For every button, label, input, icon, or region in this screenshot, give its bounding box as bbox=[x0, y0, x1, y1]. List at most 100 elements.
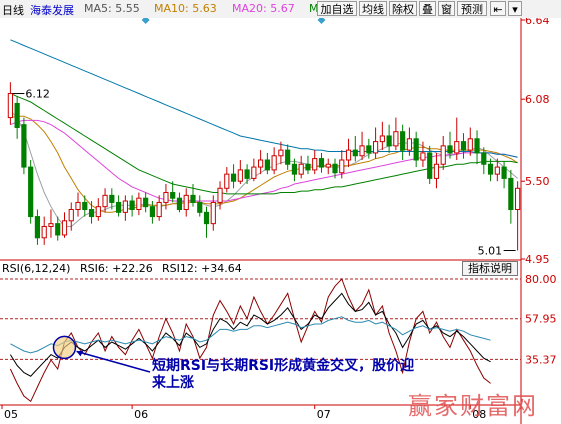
candle-body bbox=[61, 220, 68, 236]
ex-rights-button[interactable]: 除权 bbox=[389, 1, 417, 16]
indicator-help-button[interactable]: 指标说明 bbox=[462, 261, 518, 276]
candle-body bbox=[21, 124, 27, 168]
candle-body bbox=[400, 131, 406, 151]
candle-body bbox=[271, 155, 277, 171]
chevron-down-icon[interactable]: ▾ bbox=[508, 1, 522, 16]
x-tick-label: 08 bbox=[472, 408, 486, 421]
candle-body bbox=[264, 159, 270, 171]
candle-body bbox=[447, 145, 453, 154]
rsi-header: RSI(6,12,24) RSI6: +22.26 RSI12: +34.64 bbox=[0, 261, 460, 276]
candle-body bbox=[325, 163, 331, 168]
event-diamond-icon bbox=[317, 16, 326, 24]
candle-body bbox=[7, 93, 13, 119]
candle-body bbox=[136, 197, 142, 211]
candle-body bbox=[440, 145, 446, 165]
add-to-watchlist-button[interactable]: 加自选 bbox=[317, 1, 357, 16]
ma-line-ma_long1 bbox=[10, 93, 518, 195]
candle-body bbox=[183, 194, 189, 211]
candle-body bbox=[251, 166, 257, 179]
candle-body bbox=[197, 201, 203, 213]
price-high-label: 6.12 bbox=[25, 88, 49, 101]
candle-body bbox=[379, 135, 385, 143]
rsi-tick-label: 35.37 bbox=[525, 353, 557, 366]
candle-body bbox=[372, 141, 379, 154]
rsi-tick-label: 80.00 bbox=[525, 273, 557, 286]
rsi6-value: RSI6: +22.26 bbox=[80, 262, 153, 275]
candle-body bbox=[487, 163, 494, 175]
rsi-annotation-line2: 来上涨 bbox=[151, 375, 194, 391]
candle-body bbox=[366, 145, 372, 154]
candle-body bbox=[95, 206, 101, 218]
ma20-label: MA20: 5.67 bbox=[232, 2, 295, 15]
candle-body bbox=[41, 225, 47, 239]
candle-body bbox=[122, 200, 128, 213]
candle-body bbox=[285, 149, 291, 165]
rsi-line-rsi24 bbox=[10, 316, 491, 354]
watermark-text: 赢家财富网 bbox=[408, 392, 538, 420]
event-diamond-icon bbox=[141, 16, 150, 24]
candle-body bbox=[420, 152, 426, 161]
rsi-line-rsi12 bbox=[9, 292, 491, 377]
candle-body bbox=[163, 192, 169, 203]
candle-body bbox=[291, 163, 298, 175]
candle-body bbox=[88, 209, 95, 218]
candle-body bbox=[474, 138, 480, 154]
candle-body bbox=[176, 197, 183, 211]
candle-body bbox=[156, 201, 162, 218]
price-tick-label: 5.50 bbox=[525, 175, 550, 188]
ma-line-ma20 bbox=[10, 119, 518, 202]
ma-line-ma10 bbox=[10, 115, 518, 213]
candle-body bbox=[230, 173, 237, 182]
candle-body bbox=[149, 206, 156, 218]
candle-body bbox=[508, 177, 514, 211]
candle-body bbox=[501, 166, 507, 179]
candle-body bbox=[217, 187, 223, 203]
golden-cross-circle bbox=[52, 335, 77, 360]
ma5-label: MA5: 5.55 bbox=[84, 2, 140, 15]
candle-body bbox=[34, 216, 41, 239]
price-low-label: 5.01 bbox=[478, 245, 503, 258]
candle-body bbox=[14, 102, 20, 128]
annotation-arrowhead bbox=[76, 350, 84, 357]
forecast-button[interactable]: 预测 bbox=[457, 1, 487, 16]
ma-truncated-label: M bbox=[309, 2, 319, 15]
x-tick-label: 07 bbox=[317, 408, 331, 421]
ma-button[interactable]: 均线 bbox=[359, 1, 387, 16]
ma10-label: MA10: 5.63 bbox=[154, 2, 217, 15]
candle-body bbox=[224, 173, 230, 189]
overlay-button[interactable]: 叠 bbox=[419, 1, 436, 16]
candle-body bbox=[406, 138, 413, 151]
price-tick-label: 6.08 bbox=[525, 93, 550, 106]
back-arrow-icon[interactable]: ⇤ bbox=[490, 1, 506, 16]
candle-body bbox=[237, 169, 243, 182]
candle-body bbox=[278, 149, 284, 157]
rsi-annotation-line1: 短期RSI与长期RSI形成黄金交叉，股价迎 bbox=[152, 357, 414, 374]
candle-body bbox=[210, 201, 216, 225]
candle-body bbox=[433, 163, 440, 179]
candle-body bbox=[332, 163, 338, 174]
candle-body bbox=[48, 223, 54, 227]
window-button[interactable]: 窗 bbox=[438, 1, 455, 16]
candle-body bbox=[318, 158, 325, 168]
ma-line-ma_long2 bbox=[10, 39, 518, 158]
candle-body bbox=[109, 194, 115, 203]
candle-body bbox=[494, 166, 500, 175]
candle-body bbox=[68, 209, 74, 222]
candle-body bbox=[115, 201, 122, 213]
rsi-tick-label: 57.95 bbox=[525, 313, 557, 326]
candle-body bbox=[515, 187, 521, 211]
candle-body bbox=[102, 194, 108, 208]
candle-body bbox=[143, 197, 149, 208]
candle-body bbox=[203, 211, 210, 225]
candle-body bbox=[55, 223, 61, 236]
candle-body bbox=[129, 200, 135, 211]
candle-body bbox=[345, 149, 352, 161]
candle-body bbox=[244, 169, 250, 179]
candle-body bbox=[460, 141, 467, 151]
candle-body bbox=[312, 158, 318, 171]
candle-body bbox=[359, 145, 365, 157]
candle-body bbox=[467, 138, 473, 151]
period-label: 日线 bbox=[2, 4, 24, 17]
